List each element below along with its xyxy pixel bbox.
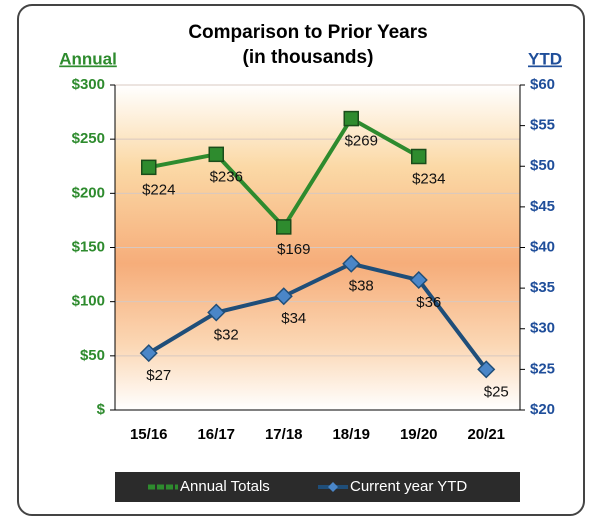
y2-tick-label: $25: [530, 360, 555, 377]
data-label: $36: [416, 294, 441, 311]
y-tick-label: $150: [72, 238, 105, 255]
y2-tick-label: $30: [530, 320, 555, 337]
y2-axis-title: YTD: [528, 49, 562, 68]
x-tick-label: 17/18: [265, 426, 303, 443]
legend: [115, 472, 520, 502]
x-tick-label: 15/16: [130, 426, 168, 443]
series-line: [147, 261, 488, 371]
marker: [274, 287, 293, 306]
data-label: $25: [484, 383, 509, 400]
y2-tick-label: $45: [530, 198, 555, 215]
marker: [342, 254, 361, 273]
y2-tick-label: $55: [530, 117, 555, 134]
data-label: $34: [281, 310, 306, 327]
data-label: $224: [142, 181, 175, 198]
marker: [411, 148, 427, 165]
y-tick-label: $300: [72, 76, 105, 93]
chart-title: Comparison to Prior Years: [188, 22, 427, 43]
y-tick-label: $50: [80, 347, 105, 364]
data-label: $38: [349, 278, 374, 295]
marker: [409, 270, 428, 290]
x-tick-label: 16/17: [197, 426, 235, 443]
marker: [477, 360, 496, 379]
x-tick-label: 20/21: [467, 426, 505, 443]
marker: [208, 146, 224, 163]
data-label: $27: [146, 367, 171, 384]
data-label: $236: [210, 168, 243, 185]
data-label: $169: [277, 241, 310, 258]
marker: [207, 303, 226, 322]
marker: [276, 219, 292, 235]
y-tick-label: $250: [72, 130, 105, 147]
x-tick-label: 19/20: [400, 426, 438, 443]
marker: [343, 110, 359, 127]
y-tick-label: $200: [72, 184, 105, 201]
x-tick-label: 18/19: [332, 426, 370, 443]
y2-tick-label: $50: [530, 157, 555, 174]
legend-label: Current year YTD: [350, 478, 467, 495]
y2-tick-label: $35: [530, 279, 555, 296]
marker: [141, 159, 157, 176]
legend-swatch: [328, 482, 338, 492]
y2-tick-label: $20: [530, 401, 555, 418]
y2-tick-label: $60: [530, 76, 555, 93]
y-tick-label: $: [97, 401, 106, 418]
chart-subtitle: (in thousands): [243, 47, 374, 68]
marker: [139, 344, 158, 363]
y2-tick-label: $40: [530, 238, 555, 255]
data-label: $234: [412, 170, 445, 187]
data-label: $32: [214, 326, 239, 343]
y-axis-title: Annual: [59, 49, 117, 68]
data-label: $269: [345, 133, 378, 150]
legend-label: Annual Totals: [180, 478, 270, 495]
y-tick-label: $100: [72, 293, 105, 310]
